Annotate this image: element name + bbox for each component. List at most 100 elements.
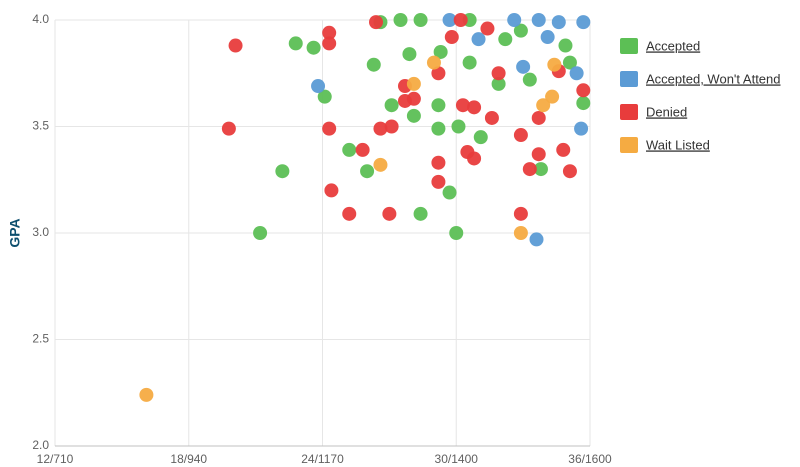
legend-label: Wait Listed [646, 137, 710, 152]
point [393, 13, 408, 27]
point [480, 21, 495, 36]
point [442, 13, 457, 27]
point [513, 128, 528, 143]
point [531, 13, 546, 27]
point [522, 72, 537, 87]
point [556, 142, 571, 157]
point [551, 15, 566, 30]
legend-item[interactable]: Denied [620, 104, 687, 120]
point [139, 387, 154, 402]
point [467, 100, 482, 115]
point [491, 76, 506, 91]
point [513, 23, 528, 38]
point [406, 76, 421, 91]
point [373, 157, 388, 172]
x-tick-label: 18/940 [170, 452, 207, 466]
point [342, 142, 357, 157]
point [382, 206, 397, 221]
point [433, 44, 448, 59]
point [431, 121, 446, 136]
point [536, 98, 551, 113]
legend-item[interactable]: Accepted [620, 38, 700, 54]
point [369, 15, 383, 30]
point [317, 89, 332, 104]
legend-label: Accepted [646, 38, 700, 53]
point [444, 30, 459, 45]
point [498, 32, 513, 47]
legend-swatch [620, 104, 638, 120]
y-tick-label: 3.0 [32, 225, 49, 239]
point [355, 142, 370, 157]
point [569, 66, 584, 81]
point [228, 38, 243, 53]
point [491, 66, 506, 81]
point [451, 119, 466, 134]
point [402, 47, 417, 62]
y-tick-label: 2.5 [32, 332, 49, 346]
point [342, 206, 357, 221]
legend-swatch [620, 71, 638, 87]
point [462, 55, 477, 70]
point [576, 83, 591, 98]
legend-swatch [620, 38, 638, 54]
point [384, 119, 399, 134]
point [431, 98, 446, 113]
point [513, 206, 528, 221]
point [253, 226, 268, 240]
point [366, 57, 381, 72]
y-tick-label: 2.0 [32, 438, 49, 452]
y-tick-label: 4.0 [32, 12, 49, 26]
point [507, 13, 522, 27]
point [322, 36, 337, 51]
point [513, 226, 528, 240]
legend-item[interactable]: Wait Listed [620, 137, 710, 153]
point [531, 147, 546, 162]
point [275, 164, 290, 179]
x-tick-label: 36/1600 [568, 452, 612, 466]
point [431, 66, 446, 81]
x-tick-label: 12/710 [37, 452, 74, 466]
point [384, 98, 399, 113]
point [529, 232, 544, 247]
point [413, 206, 428, 221]
legend-swatch [620, 137, 638, 153]
point [406, 91, 421, 106]
point [473, 130, 488, 145]
point [562, 55, 577, 70]
point [431, 174, 446, 189]
point [576, 15, 591, 30]
legend-label: Denied [646, 104, 687, 119]
x-tick-label: 24/1170 [301, 452, 344, 466]
point [406, 108, 421, 123]
legend-item[interactable]: Accepted, Won't Attend [620, 71, 781, 87]
point [449, 226, 464, 240]
point [431, 155, 446, 170]
point [467, 151, 482, 166]
y-axis-title: GPA [7, 218, 23, 247]
point [545, 89, 560, 104]
point [522, 162, 537, 177]
point [455, 98, 470, 113]
point [306, 40, 321, 55]
point [547, 57, 562, 72]
point [531, 110, 546, 125]
x-tick-label: 30/1400 [435, 452, 479, 466]
point [413, 13, 428, 27]
point [558, 38, 573, 53]
point [533, 162, 548, 177]
point [562, 164, 577, 179]
y-tick-label: 3.5 [32, 119, 49, 133]
point [324, 183, 339, 198]
point [360, 164, 375, 179]
point [574, 121, 589, 136]
point [442, 185, 457, 200]
point [484, 110, 499, 125]
point [516, 59, 531, 74]
point [471, 32, 486, 47]
point [221, 121, 236, 136]
point [322, 25, 337, 40]
point [576, 96, 591, 111]
point [453, 13, 468, 27]
